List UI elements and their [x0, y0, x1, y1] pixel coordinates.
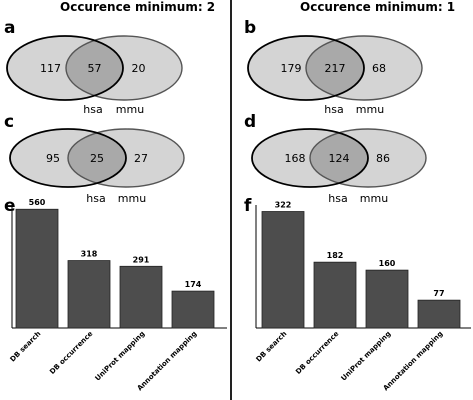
column-divider — [230, 0, 232, 400]
venn-c-mmu-only-value: 27 — [134, 152, 148, 165]
bar-f-category-1: DB occurrence — [294, 330, 340, 376]
bar-f-category-3: Annotation mapping — [382, 330, 445, 393]
bar-e-value-3: 174 — [185, 280, 202, 289]
venn-a-overlap — [66, 36, 123, 100]
bar-e-3 — [171, 290, 215, 329]
bar-f-value-0: 322 — [275, 201, 292, 210]
venn-d-overlap — [310, 129, 368, 187]
venn-c-hsa-circle — [9, 128, 127, 188]
venn-a-mmu-only-value: 20 — [132, 62, 146, 75]
venn-d-mmu-only-value: 86 — [376, 152, 390, 165]
venn-a-hsa-label: hsa — [83, 103, 102, 116]
venn-b-overlap — [306, 36, 364, 100]
venn-c-hsa-label: hsa — [86, 192, 105, 205]
bar-f-value-2: 160 — [379, 259, 396, 268]
bar-f-0 — [261, 211, 305, 329]
panel-letter-e: e — [4, 196, 16, 216]
venn-b-both-value: 217 — [325, 62, 346, 75]
bar-e-1 — [67, 260, 111, 329]
right-column-title: Occurence minimum: 1 — [300, 0, 456, 14]
venn-b-hsa-label: hsa — [324, 103, 343, 116]
bar-f-value-3: 77 — [433, 289, 444, 298]
panel-letter-b: b — [244, 18, 257, 38]
bar-e-category-1: DB occurrence — [48, 330, 94, 376]
panel-letter-f: f — [244, 196, 252, 216]
venn-b-hsa-circle — [247, 35, 365, 101]
bar-e-category-0: DB search — [9, 330, 43, 364]
venn-a-mmu-label: mmu — [116, 103, 144, 116]
venn-d-mmu-label: mmu — [360, 192, 388, 205]
panel-letter-c: c — [4, 112, 15, 132]
venn-d-hsa-label: hsa — [328, 192, 347, 205]
venn-b-mmu-circle — [305, 35, 423, 101]
venn-b-mmu-label: mmu — [356, 103, 384, 116]
bar-e-value-1: 318 — [81, 250, 98, 259]
venn-c-hsa-only-value: 95 — [46, 152, 60, 165]
left-column-title: Occurence minimum: 2 — [60, 0, 216, 14]
bar-f-3 — [417, 299, 461, 329]
bar-f-value-1: 182 — [327, 251, 344, 260]
venn-d-hsa-circle — [251, 128, 369, 188]
venn-c-overlap — [68, 129, 126, 187]
venn-c-mmu-label: mmu — [118, 192, 146, 205]
venn-d-mmu-circle — [309, 128, 427, 188]
panel-letter-a: a — [4, 18, 16, 38]
bar-e-category-3: Annotation mapping — [136, 330, 199, 393]
bar-f-category-0: DB search — [255, 330, 289, 364]
venn-c-mmu-circle — [67, 128, 185, 188]
bar-f-2 — [365, 269, 409, 329]
bar-e-2 — [119, 265, 163, 329]
bar-f-1 — [313, 261, 357, 329]
bar-e-0 — [15, 208, 59, 329]
panel-letter-d: d — [244, 112, 257, 132]
venn-b-hsa-only-value: 179 — [281, 62, 302, 75]
venn-a-mmu-circle — [65, 35, 183, 101]
venn-c-both-value: 25 — [90, 152, 104, 165]
bar-e-category-2: UniProt mapping — [94, 330, 147, 383]
venn-a-both-value: 57 — [88, 62, 102, 75]
bar-e-value-0: 560 — [29, 198, 46, 207]
venn-d-both-value: 124 — [329, 152, 350, 165]
venn-b-mmu-only-value: 68 — [372, 62, 386, 75]
bar-e-value-2: 291 — [133, 255, 150, 264]
venn-d-hsa-only-value: 168 — [285, 152, 306, 165]
bar-f-category-2: UniProt mapping — [340, 330, 393, 383]
venn-a-hsa-circle — [6, 35, 124, 101]
venn-a-hsa-only-value: 117 — [40, 62, 61, 75]
